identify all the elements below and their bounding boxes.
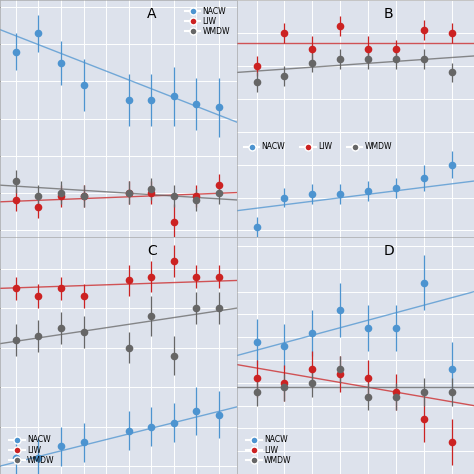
Text: B: B — [384, 7, 393, 21]
Legend: NACW, LIW, WMDW: NACW, LIW, WMDW — [241, 139, 395, 155]
Legend: NACW, LIW, WMDW: NACW, LIW, WMDW — [6, 432, 57, 468]
Text: A: A — [147, 7, 156, 21]
Text: D: D — [384, 244, 395, 258]
Legend: NACW, LIW, WMDW: NACW, LIW, WMDW — [243, 432, 294, 468]
Text: C: C — [147, 244, 157, 258]
Legend: NACW, LIW, WMDW: NACW, LIW, WMDW — [182, 4, 233, 39]
